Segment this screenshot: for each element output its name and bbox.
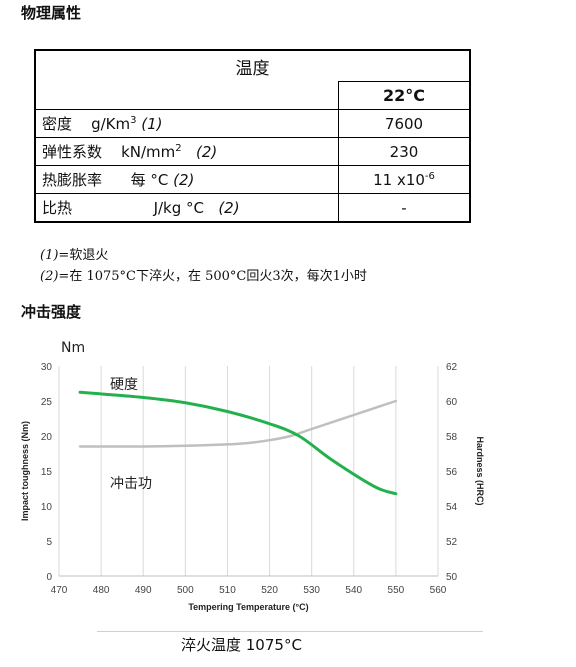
impact-hardness-chart: 470 480 490 500 510 520 530 540 550 5600510152025…	[20, 340, 485, 612]
footnote-text: =在 1075°C下淬火，在 500°C回火3次，每次1小时	[58, 269, 367, 284]
property-ref: (1)	[141, 115, 163, 133]
unit-label-nm: Nm	[61, 340, 85, 356]
table-row: 热膨胀率 每 °C (2) 11 x10-6	[34, 165, 471, 194]
y-left-tick-label: 15	[41, 467, 53, 478]
property-unit: g/Km	[91, 115, 131, 133]
property-name: 热膨胀率	[42, 171, 103, 189]
property-name: 弹性系数	[42, 143, 103, 161]
chart-caption: 淬火温度 1075°C	[181, 636, 302, 654]
y-right-tick-label: 56	[446, 467, 458, 478]
footnote-ref: (1)	[40, 248, 59, 263]
x-tick-label: 520	[261, 585, 278, 596]
unit-sup: 3	[130, 115, 137, 126]
x-tick-label: 470	[51, 585, 68, 596]
table-header: 温度	[34, 49, 471, 82]
y-right-tick-label: 52	[446, 537, 458, 548]
unit-sup: 2	[175, 143, 182, 154]
section-title-impact: 冲击强度	[21, 303, 82, 321]
property-cell: 热膨胀率 每 °C (2)	[34, 165, 339, 194]
table-blank-cell	[34, 81, 339, 110]
table-row: 比热 J/kg °C (2) -	[34, 193, 471, 223]
x-tick-label: 500	[177, 585, 194, 596]
property-cell: 密度 g/Km3 (1)	[34, 109, 339, 138]
property-name: 比热	[42, 199, 73, 217]
temperature-header: 22°C	[338, 81, 471, 110]
property-ref: (2)	[218, 199, 240, 217]
hardness-series-line	[78, 390, 398, 496]
y-right-tick-label: 62	[446, 362, 458, 373]
y-right-tick-label: 54	[446, 502, 458, 513]
property-cell: 弹性系数 kN/mm2 (2)	[34, 137, 339, 166]
y-left-tick-label: 20	[41, 432, 53, 443]
footnote-text: =软退火	[58, 248, 109, 263]
x-tick-label: 480	[93, 585, 110, 596]
y-right-tick-label: 58	[446, 432, 458, 443]
value-text: 230	[389, 142, 419, 161]
y-right-tick-label: 60	[446, 397, 458, 408]
table-row: 弹性系数 kN/mm2 (2) 230	[34, 137, 471, 166]
property-value: 11 x10-6	[338, 165, 471, 194]
y-left-tick-label: 0	[46, 572, 52, 583]
property-unit: J/kg °C	[153, 199, 205, 217]
footnote-1: (1)=软退火	[40, 244, 108, 263]
property-ref: (2)	[195, 143, 218, 161]
section-title-physical: 物理属性	[21, 4, 82, 22]
property-unit: kN/mm	[121, 143, 176, 161]
value-text: 7600	[384, 114, 424, 133]
property-value: 230	[338, 137, 471, 166]
y-left-tick-label: 5	[46, 537, 52, 548]
property-unit: 每 °C	[130, 171, 169, 189]
physical-properties-table: 温度 22°C 密度 g/Km3 (1) 7600 弹性系数 kN/mm2 (2…	[34, 49, 471, 223]
y-right-axis-title: Hardness (HRC)	[475, 436, 485, 505]
impact-series-line	[78, 399, 398, 448]
y-left-axis-title: Impact toughness (Nm)	[20, 421, 30, 521]
x-tick-label: 490	[135, 585, 152, 596]
x-tick-label: 530	[303, 585, 320, 596]
x-tick-label: 540	[345, 585, 362, 596]
series-label-hardness: 硬度	[110, 377, 138, 393]
property-ref: (2)	[173, 171, 195, 189]
x-tick-label: 510	[219, 585, 236, 596]
value-text: 11 x10	[373, 170, 425, 189]
value-sup: -6	[424, 170, 435, 182]
x-axis-title: Tempering Temperature (°C)	[188, 602, 308, 612]
property-value: 7600	[338, 109, 471, 138]
x-tick-label: 550	[388, 585, 405, 596]
footnote-2: (2)=在 1075°C下淬火，在 500°C回火3次，每次1小时	[40, 265, 367, 284]
y-left-tick-label: 30	[41, 362, 53, 373]
property-cell: 比热 J/kg °C (2)	[34, 193, 339, 223]
caption-divider	[97, 631, 483, 632]
y-right-tick-label: 50	[446, 572, 458, 583]
x-tick-label: 560	[430, 585, 447, 596]
footnote-ref: (2)	[40, 269, 59, 284]
series-label-impact: 冲击功	[110, 476, 152, 492]
y-left-tick-label: 10	[41, 502, 53, 513]
value-text: -	[401, 198, 407, 217]
table-row: 密度 g/Km3 (1) 7600	[34, 109, 471, 138]
property-value: -	[338, 193, 471, 223]
property-name: 密度	[42, 115, 73, 133]
y-left-tick-label: 25	[41, 397, 53, 408]
